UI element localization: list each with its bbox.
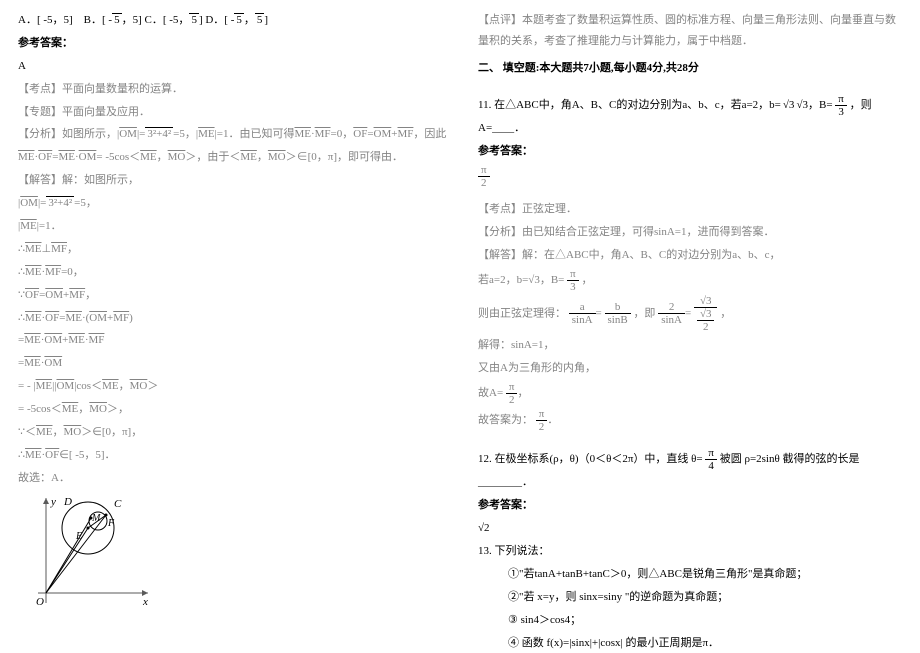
fig-C: C — [114, 498, 122, 510]
fig-M: M — [91, 513, 101, 524]
s13: 故选：A． — [18, 468, 442, 489]
sol11h: 故答案为： π2． — [478, 408, 902, 433]
answer: A — [18, 56, 442, 77]
s9: = - |ME||OM|cos＜ME，MO＞ — [18, 376, 442, 397]
s1: |OM|=3²+4²=5， — [18, 193, 442, 214]
options: A．[ -5，5] B．[ -5，5] C．[ -5，5] D．[ -5，5] — [18, 10, 442, 31]
answer-title: 参考答案： — [18, 33, 442, 54]
section-title: 二、 填空题:本大题共7小题,每小题4分,共28分 — [478, 58, 902, 79]
fig-x: x — [142, 596, 148, 608]
s8: =ME·OM — [18, 353, 442, 374]
ans12: √2 — [478, 518, 902, 539]
s2: |ME|=1． — [18, 216, 442, 237]
fig-D: D — [63, 496, 72, 508]
s12: ∴ME·OF∈[ -5，5]． — [18, 445, 442, 466]
sol11d: 则由正弦定理得： asinA= bsinB ，即 2sinA= √3 √32 ， — [478, 295, 902, 333]
fig-y: y — [50, 496, 56, 508]
q13-3: ③ sin4＞cos4； — [478, 610, 902, 631]
ans11: π2 — [478, 164, 902, 189]
s10: = -5cos＜ME，MO＞， — [18, 399, 442, 420]
fig-F: F — [107, 518, 115, 529]
fig-O: O — [36, 596, 44, 608]
s6: ∴ME·OF=ME·(OM+MF) — [18, 308, 442, 329]
q13-2: ②"若 x=y，则 sinx=siny "的逆命题为真命题； — [478, 587, 902, 608]
sol11f: 又由A为三角形的内角， — [478, 358, 902, 379]
q12: 12. 在极坐标系(ρ，θ)（0＜θ＜2π）中，直线 θ= π4 被圆 ρ=2s… — [478, 447, 902, 493]
q11: 11. 在△ABC中，角A、B、C的对边分别为a、b、c，若a=2，b=√3√3… — [478, 93, 902, 139]
q13: 13. 下列说法： — [478, 541, 902, 562]
analysis: 【分析】如图所示，|OM|=3²+4²=5，|ME|=1．由已知可得ME·MF=… — [18, 124, 442, 145]
q13-4: ④ 函数 f(x)=|sinx|+|cosx| 的最小正周期是π． — [478, 633, 902, 653]
point11: 【考点】正弦定理． — [478, 199, 902, 220]
sol11e: 解得：sinA=1， — [478, 335, 902, 356]
solve-label: 【解答】解：如图所示， — [18, 170, 442, 191]
s11: ∵＜ME，MO＞∈[0，π]， — [18, 422, 442, 443]
s5: ∵OF=OM+MF， — [18, 285, 442, 306]
analysis2: ME·OF=ME·OM= -5cos＜ME，MO＞，由于＜ME，MO＞∈[0，π… — [18, 147, 442, 168]
q13-1: ①"若tanA+tanB+tanC＞0，则△ABC是锐角三角形"是真命题； — [478, 564, 902, 585]
ana11: 【分析】由已知结合正弦定理，可得sinA=1，进而得到答案． — [478, 222, 902, 243]
sol11: 【解答】解：在△ABC中，角A、B、C的对边分别为a、b、c， — [478, 245, 902, 266]
point: 【考点】平面向量数量积的运算． — [18, 79, 442, 100]
figure-diagram: O x y D C F E M — [18, 493, 158, 613]
sol11b: 若a=2，b=√3，B= π3 ， — [478, 268, 902, 293]
s7: =ME·OM+ME·MF — [18, 330, 442, 351]
fig-E: E — [75, 531, 82, 542]
s4: ∴ME·MF=0， — [18, 262, 442, 283]
answer-title-12: 参考答案： — [478, 495, 902, 516]
review: 【点评】本题考查了数量积运算性质、圆的标准方程、向量三角形法则、向量垂直与数量积… — [478, 10, 902, 52]
s3: ∴ME⊥MF， — [18, 239, 442, 260]
sol11g: 故A= π2， — [478, 381, 902, 406]
topic: 【专题】平面向量及应用． — [18, 102, 442, 123]
answer-title-11: 参考答案： — [478, 141, 902, 162]
